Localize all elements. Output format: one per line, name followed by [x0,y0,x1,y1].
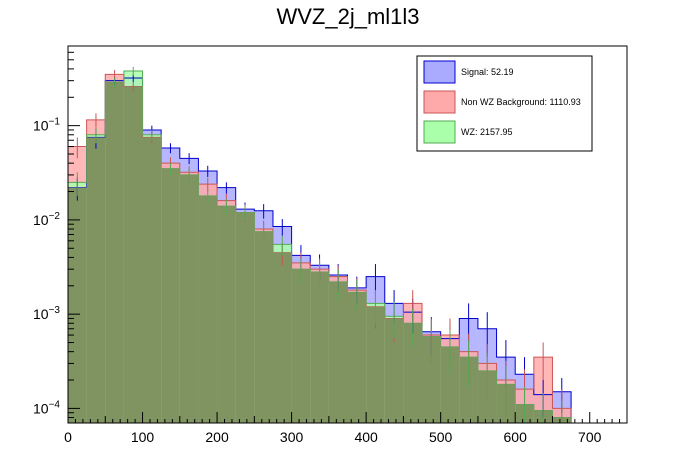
overlap-bin-3 [123,86,143,424]
overlap-bin-5 [161,168,180,423]
x-axis: 0 100 200 300 400 500 600 700 [64,412,628,445]
legend: Signal: 52.19 Non WZ Background: 1110.93 W… [416,55,593,152]
overlap-bin-7 [198,195,218,423]
overlap-bin-16 [366,306,385,423]
x-tick-label: 100 [131,429,155,445]
x-tick-label: 0 [64,429,72,445]
overlap-bin-17 [384,318,404,423]
errorbar-layer [76,66,563,423]
y-tick-label: 10−1 [33,117,60,134]
legend-swatch-0 [423,60,456,84]
y-tick-label: 10−3 [33,305,60,322]
x-tick-label: 400 [354,429,378,445]
legend-label-2: WZ: 2157.95 [461,127,513,137]
overlap-bin-12 [291,269,311,423]
overlap-bin-0 [68,187,87,423]
overlap-bin-9 [235,212,255,423]
chart-title: WVZ_2j_ml1l3 [276,4,419,29]
overlap-layer [68,82,572,424]
overlap-bin-21 [459,357,478,423]
y-tick-label: 10−4 [33,399,60,416]
overlap-bin-14 [328,281,348,423]
overlap-bin-2 [105,82,124,423]
x-tick-label: 300 [280,429,304,445]
overlap-bin-18 [403,323,423,423]
x-tick-label: 500 [429,429,453,445]
x-tick-label: 200 [205,429,229,445]
overlap-bin-8 [217,206,236,423]
y-axis: 10−4 10−3 10−2 10−1 [33,51,80,424]
overlap-bin-15 [347,292,367,423]
plot-area: 0 100 200 300 400 500 600 700 10−4 10−3 10−2 10−1 [33,45,628,445]
legend-label-1: Non WZ Background: 1110.93 [461,97,581,107]
overlap-bin-13 [310,272,329,423]
overlap-bin-20 [440,346,460,423]
overlap-bin-11 [272,252,292,423]
overlap-bin-10 [254,231,273,423]
overlap-bin-4 [142,137,162,423]
legend-swatch-1 [423,90,456,114]
legend-label-0: Signal: 52.19 [461,67,514,77]
overlap-bin-19 [422,336,441,423]
overlap-bin-6 [179,174,199,423]
x-tick-label: 600 [504,429,528,445]
x-tick-label: 700 [578,429,602,445]
legend-swatch-2 [423,120,456,144]
overlap-bin-1 [86,137,106,423]
y-tick-label: 10−2 [33,211,60,228]
